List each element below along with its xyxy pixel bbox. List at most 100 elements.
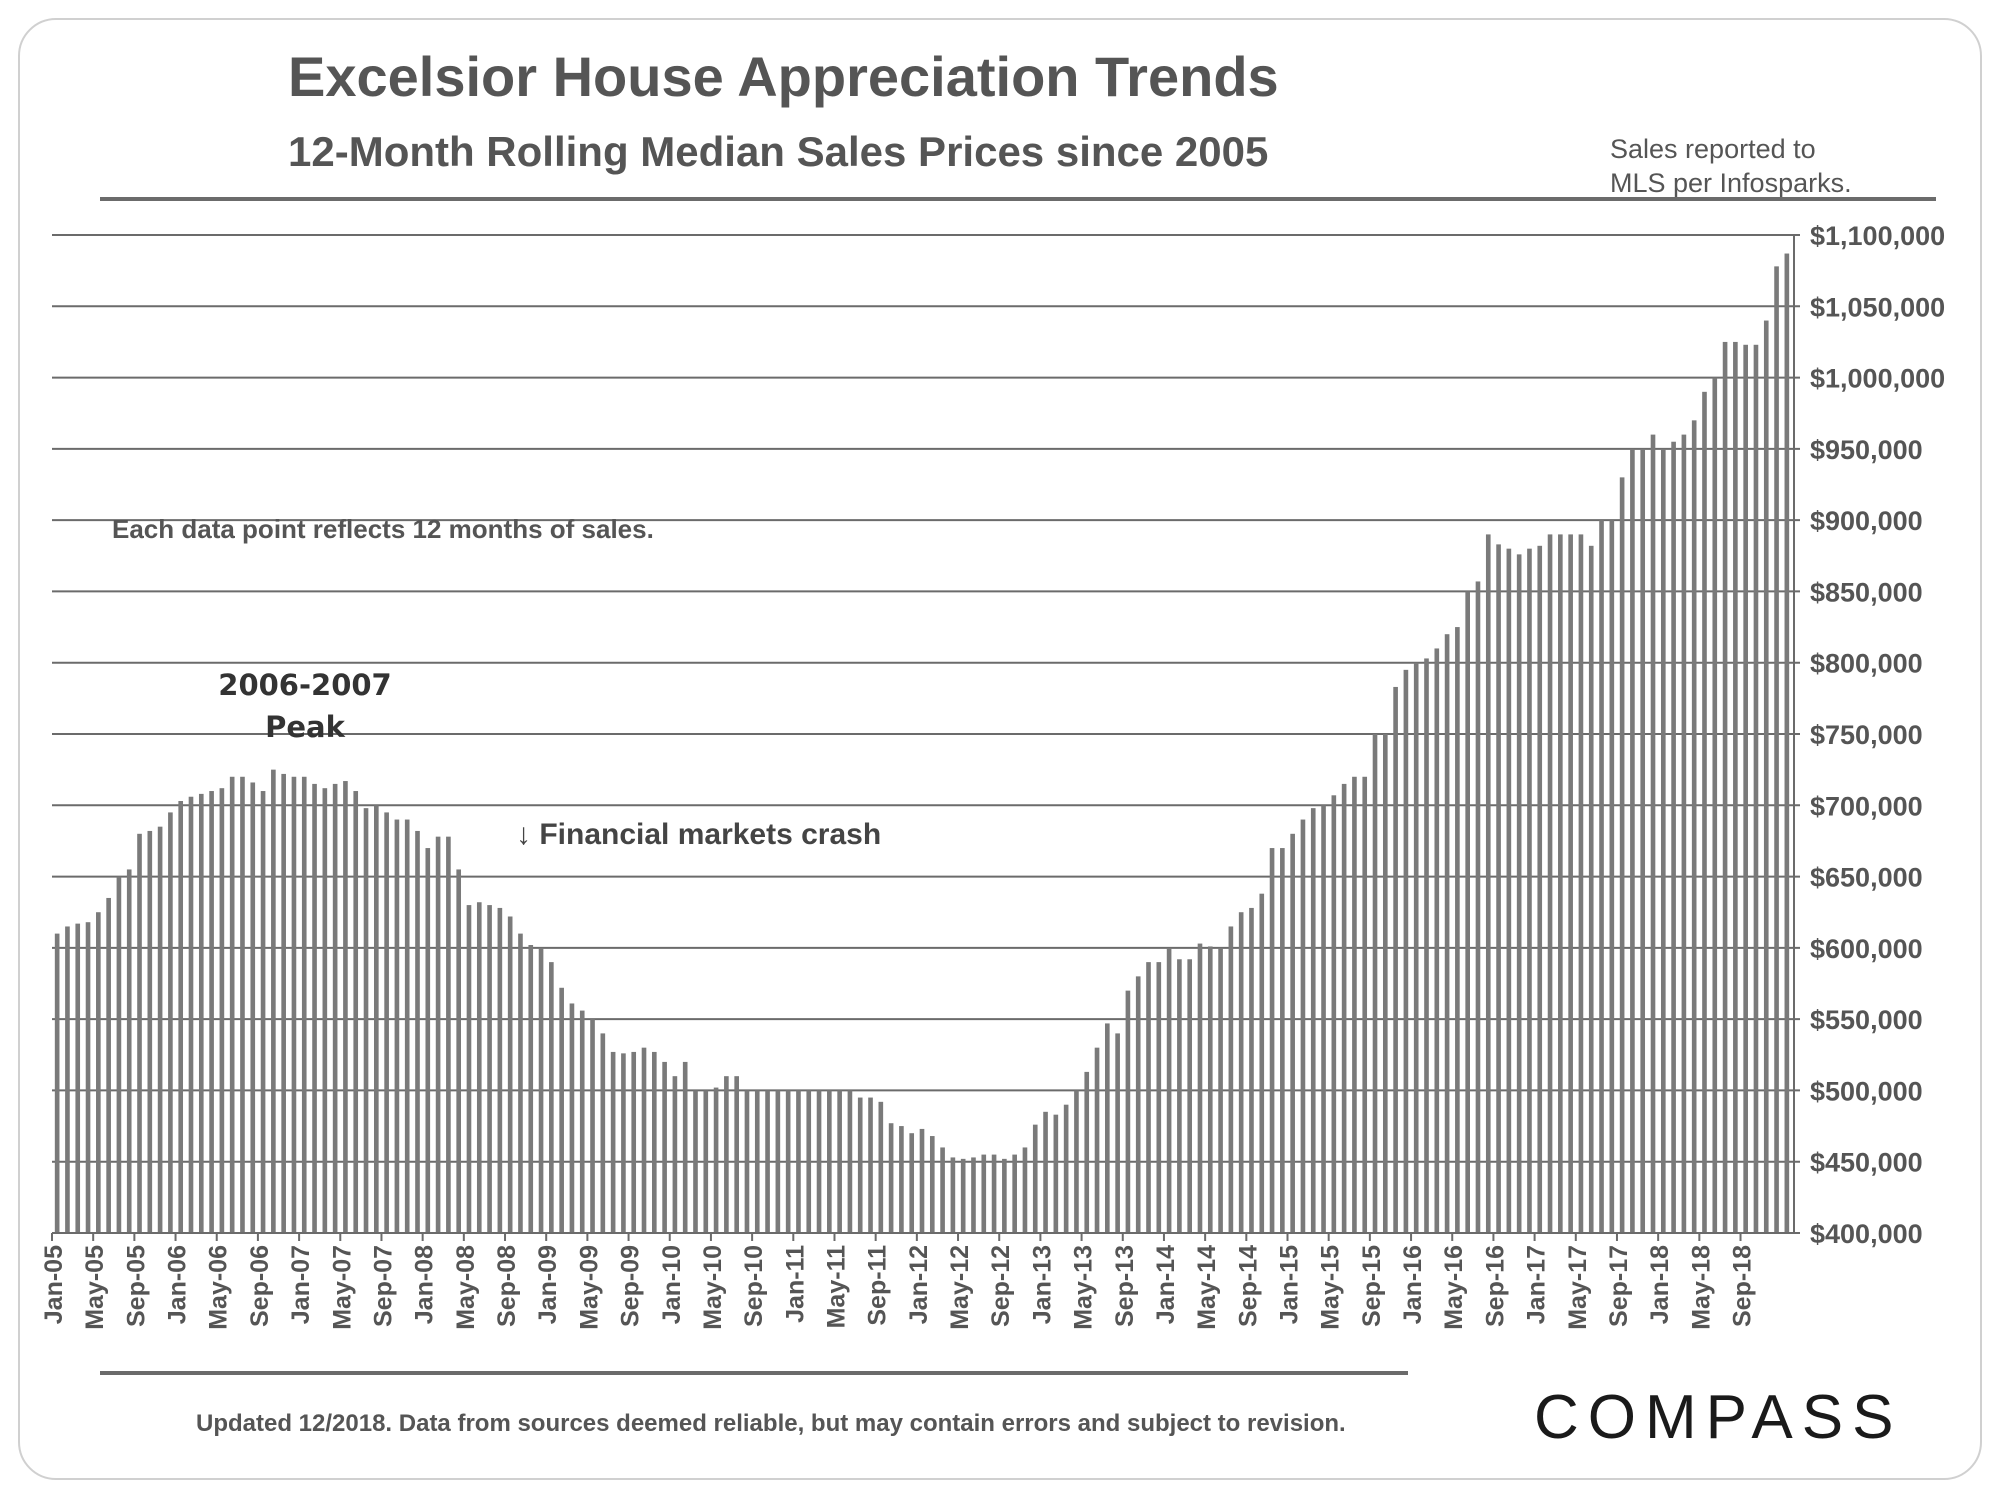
x-tick-label: Sep-18	[1729, 1245, 1757, 1327]
x-tick-label: May-18	[1687, 1245, 1715, 1330]
bar	[188, 796, 194, 1233]
bar	[1290, 833, 1295, 1233]
bar	[1053, 1114, 1059, 1233]
x-tick-label: Jan-13	[1028, 1245, 1056, 1324]
bar	[1352, 776, 1357, 1233]
bar	[579, 1010, 585, 1233]
x-tick-label: May-05	[81, 1245, 109, 1330]
x-tick-label: Jan-10	[658, 1245, 686, 1324]
bar	[641, 1047, 647, 1233]
bar	[713, 1087, 719, 1233]
bar	[971, 1157, 976, 1233]
bar	[1671, 441, 1676, 1233]
bar	[600, 1033, 606, 1233]
bar	[682, 1061, 688, 1233]
x-tick-label: May-09	[575, 1245, 603, 1330]
bar	[703, 1090, 709, 1233]
bar	[991, 1154, 997, 1233]
bar	[229, 776, 235, 1233]
bar	[1115, 1033, 1120, 1233]
bar	[1599, 520, 1604, 1233]
chart-subtitle: 12-Month Rolling Median Sales Prices sin…	[288, 128, 1269, 175]
bar	[559, 987, 564, 1233]
x-tick-label: Sep-08	[493, 1245, 521, 1327]
x-tick-label: May-06	[205, 1245, 233, 1330]
bar	[384, 812, 389, 1233]
bar	[1393, 686, 1398, 1233]
bar	[765, 1090, 770, 1233]
x-tick-label: Sep-12	[987, 1245, 1015, 1327]
bar	[374, 805, 379, 1233]
bar	[1444, 634, 1450, 1233]
bar	[827, 1090, 832, 1233]
bar	[549, 962, 554, 1233]
bar	[1753, 344, 1759, 1233]
bar	[1321, 805, 1326, 1233]
y-tick-label: $1,000,000	[1810, 364, 1945, 394]
bar	[785, 1090, 791, 1233]
bar	[724, 1076, 729, 1233]
bar	[312, 783, 317, 1233]
bottom-divider	[100, 1371, 1408, 1375]
bar	[1146, 962, 1151, 1233]
bar	[1650, 434, 1656, 1234]
bar	[1032, 1124, 1038, 1233]
x-tick-label: May-10	[699, 1245, 727, 1330]
bar	[435, 836, 441, 1233]
bar	[1568, 534, 1573, 1233]
bar	[126, 869, 132, 1233]
bar	[343, 781, 348, 1233]
x-tick-label: May-16	[1440, 1245, 1468, 1330]
bar	[621, 1053, 626, 1233]
bar	[1218, 947, 1223, 1233]
bar	[137, 833, 142, 1233]
x-tick-label: Sep-09	[617, 1245, 645, 1327]
bar	[1074, 1090, 1079, 1233]
y-tick-label: $950,000	[1810, 435, 1923, 465]
bar	[1455, 627, 1460, 1233]
bar	[1331, 795, 1337, 1233]
bar	[775, 1090, 781, 1233]
bar	[250, 782, 256, 1233]
x-tick-label: May-14	[1193, 1245, 1221, 1330]
y-tick-label: $700,000	[1810, 791, 1923, 821]
bar	[950, 1157, 956, 1233]
top-divider	[100, 197, 1936, 201]
x-tick-label: Jan-14	[1152, 1245, 1180, 1324]
bar	[806, 1090, 812, 1233]
y-tick-label: $650,000	[1810, 863, 1923, 893]
bar	[960, 1158, 966, 1233]
bar	[487, 905, 492, 1233]
bar	[672, 1076, 678, 1233]
x-tick-label: Sep-14	[1234, 1245, 1262, 1327]
bar	[1722, 341, 1728, 1233]
bar	[631, 1051, 637, 1233]
bar	[1774, 266, 1779, 1233]
peak-annotation: 2006-2007 Peak	[210, 664, 400, 748]
bar	[1527, 548, 1532, 1233]
bar	[446, 836, 451, 1233]
bar	[1743, 344, 1748, 1233]
bar	[528, 945, 534, 1233]
bar	[1002, 1158, 1007, 1233]
bar	[1475, 581, 1481, 1233]
bar	[1084, 1071, 1090, 1233]
bar	[1197, 943, 1203, 1233]
x-tick-label: Sep-13	[1111, 1245, 1139, 1327]
bar	[1043, 1111, 1048, 1233]
x-tick-label: Jan-07	[287, 1245, 315, 1324]
x-tick-label: Sep-16	[1481, 1245, 1509, 1327]
bar	[1640, 448, 1646, 1233]
bar	[291, 776, 297, 1233]
data-point-note: Each data point reflects 12 months of sa…	[112, 514, 654, 544]
bar	[1619, 477, 1625, 1233]
bar	[198, 793, 204, 1233]
bar	[1588, 545, 1594, 1233]
bar	[353, 791, 359, 1233]
x-tick-label: May-15	[1317, 1245, 1345, 1330]
bar	[1063, 1104, 1069, 1233]
source-note-line-1: Sales reported to	[1610, 134, 1816, 164]
x-tick-label: Sep-10	[740, 1245, 768, 1327]
y-tick-label: $550,000	[1810, 1005, 1923, 1035]
